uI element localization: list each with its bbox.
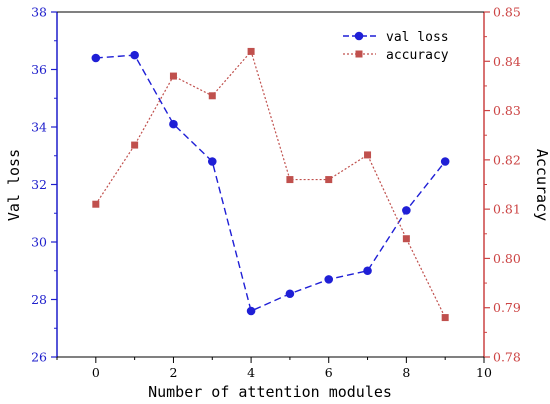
point-val-loss bbox=[207, 157, 217, 166]
right-y-ticks: 0.78 0.79 0.80 0.81 0.82 0.83 0.84 0.85 bbox=[484, 5, 521, 365]
x-tick-label: 8 bbox=[402, 365, 410, 380]
legend: val loss accuracy bbox=[343, 30, 449, 63]
series-line-accuracy bbox=[95, 50, 446, 318]
series-line-val-loss bbox=[95, 54, 446, 312]
point-accuracy bbox=[286, 176, 294, 184]
x-tick-label: 6 bbox=[325, 365, 333, 380]
point-accuracy bbox=[208, 92, 216, 100]
left-tick-label: 28 bbox=[31, 292, 47, 307]
left-tick-label: 36 bbox=[31, 62, 47, 77]
legend-valloss-marker bbox=[354, 31, 364, 41]
left-tick-label: 38 bbox=[31, 5, 47, 20]
right-y-axis-title: Accuracy bbox=[533, 149, 550, 221]
point-accuracy bbox=[441, 314, 449, 322]
left-tick-label: 32 bbox=[31, 177, 47, 192]
point-val-loss bbox=[285, 289, 295, 299]
right-tick-label: 0.81 bbox=[493, 202, 521, 217]
point-val-loss bbox=[402, 206, 411, 215]
point-accuracy bbox=[364, 151, 372, 159]
point-val-loss bbox=[91, 53, 101, 63]
point-accuracy bbox=[92, 200, 100, 208]
x-axis-title: Number of attention modules bbox=[148, 383, 392, 401]
right-tick-label: 0.79 bbox=[493, 300, 521, 315]
legend-accuracy-label: accuracy bbox=[386, 48, 449, 63]
left-tick-label: 26 bbox=[31, 350, 47, 365]
x-tick-label: 10 bbox=[476, 365, 492, 380]
legend-valloss-label: val loss bbox=[386, 30, 449, 45]
x-tick-label: 0 bbox=[92, 365, 100, 380]
left-tick-label: 34 bbox=[31, 120, 47, 135]
point-accuracy bbox=[325, 176, 333, 184]
legend-accuracy-marker bbox=[355, 50, 363, 58]
point-accuracy bbox=[247, 47, 255, 55]
point-accuracy bbox=[169, 72, 177, 80]
point-val-loss bbox=[324, 275, 334, 284]
right-tick-label: 0.80 bbox=[493, 251, 521, 266]
point-accuracy bbox=[131, 141, 139, 149]
right-tick-label: 0.84 bbox=[493, 54, 521, 69]
x-tick-label: 4 bbox=[247, 365, 255, 380]
point-accuracy bbox=[402, 235, 410, 243]
x-ticks: 0 2 4 6 8 10 bbox=[56, 357, 492, 380]
series-layer bbox=[91, 47, 450, 322]
right-tick-label: 0.85 bbox=[493, 5, 521, 20]
point-val-loss bbox=[246, 306, 256, 316]
left-y-axis-title: Val loss bbox=[5, 149, 23, 221]
point-val-loss bbox=[363, 266, 372, 276]
point-val-loss bbox=[169, 119, 178, 129]
x-tick-label: 2 bbox=[169, 365, 177, 380]
point-val-loss bbox=[130, 50, 139, 60]
right-tick-label: 0.78 bbox=[493, 350, 521, 365]
right-tick-label: 0.83 bbox=[493, 103, 521, 118]
point-val-loss bbox=[440, 157, 450, 166]
left-tick-label: 30 bbox=[31, 235, 47, 250]
left-y-ticks: 26 28 30 32 34 36 38 bbox=[31, 5, 57, 365]
right-tick-label: 0.82 bbox=[493, 152, 521, 167]
